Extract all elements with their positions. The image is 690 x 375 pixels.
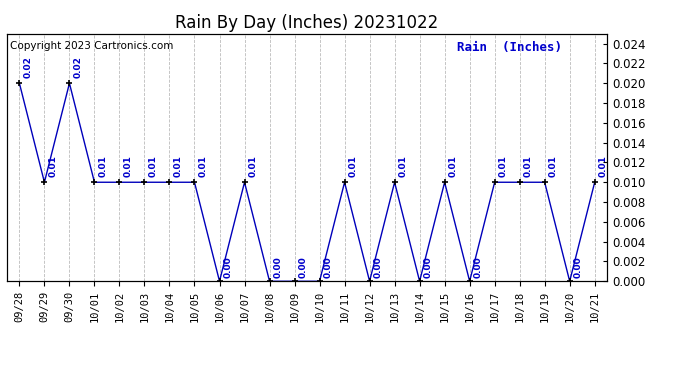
Text: 0.02: 0.02: [73, 56, 82, 78]
Text: 0.01: 0.01: [498, 155, 507, 177]
Text: 0.01: 0.01: [124, 155, 132, 177]
Text: 0.01: 0.01: [48, 155, 57, 177]
Text: 0.01: 0.01: [173, 155, 182, 177]
Text: Rain  (Inches): Rain (Inches): [457, 41, 562, 54]
Text: 0.01: 0.01: [448, 155, 457, 177]
Text: 0.01: 0.01: [398, 155, 407, 177]
Text: 0.01: 0.01: [348, 155, 357, 177]
Text: 0.01: 0.01: [148, 155, 157, 177]
Text: 0.00: 0.00: [424, 256, 433, 278]
Text: 0.00: 0.00: [473, 256, 482, 278]
Text: 0.00: 0.00: [373, 256, 382, 278]
Text: 0.01: 0.01: [598, 155, 607, 177]
Title: Rain By Day (Inches) 20231022: Rain By Day (Inches) 20231022: [175, 14, 439, 32]
Text: 0.01: 0.01: [198, 155, 207, 177]
Text: 0.00: 0.00: [273, 256, 282, 278]
Text: 0.00: 0.00: [224, 256, 233, 278]
Text: 0.01: 0.01: [549, 155, 558, 177]
Text: 0.00: 0.00: [573, 256, 582, 278]
Text: Copyright 2023 Cartronics.com: Copyright 2023 Cartronics.com: [10, 41, 173, 51]
Text: 0.01: 0.01: [98, 155, 107, 177]
Text: 0.01: 0.01: [248, 155, 257, 177]
Text: 0.00: 0.00: [298, 256, 307, 278]
Text: 0.01: 0.01: [524, 155, 533, 177]
Text: 0.00: 0.00: [324, 256, 333, 278]
Text: 0.02: 0.02: [23, 56, 32, 78]
